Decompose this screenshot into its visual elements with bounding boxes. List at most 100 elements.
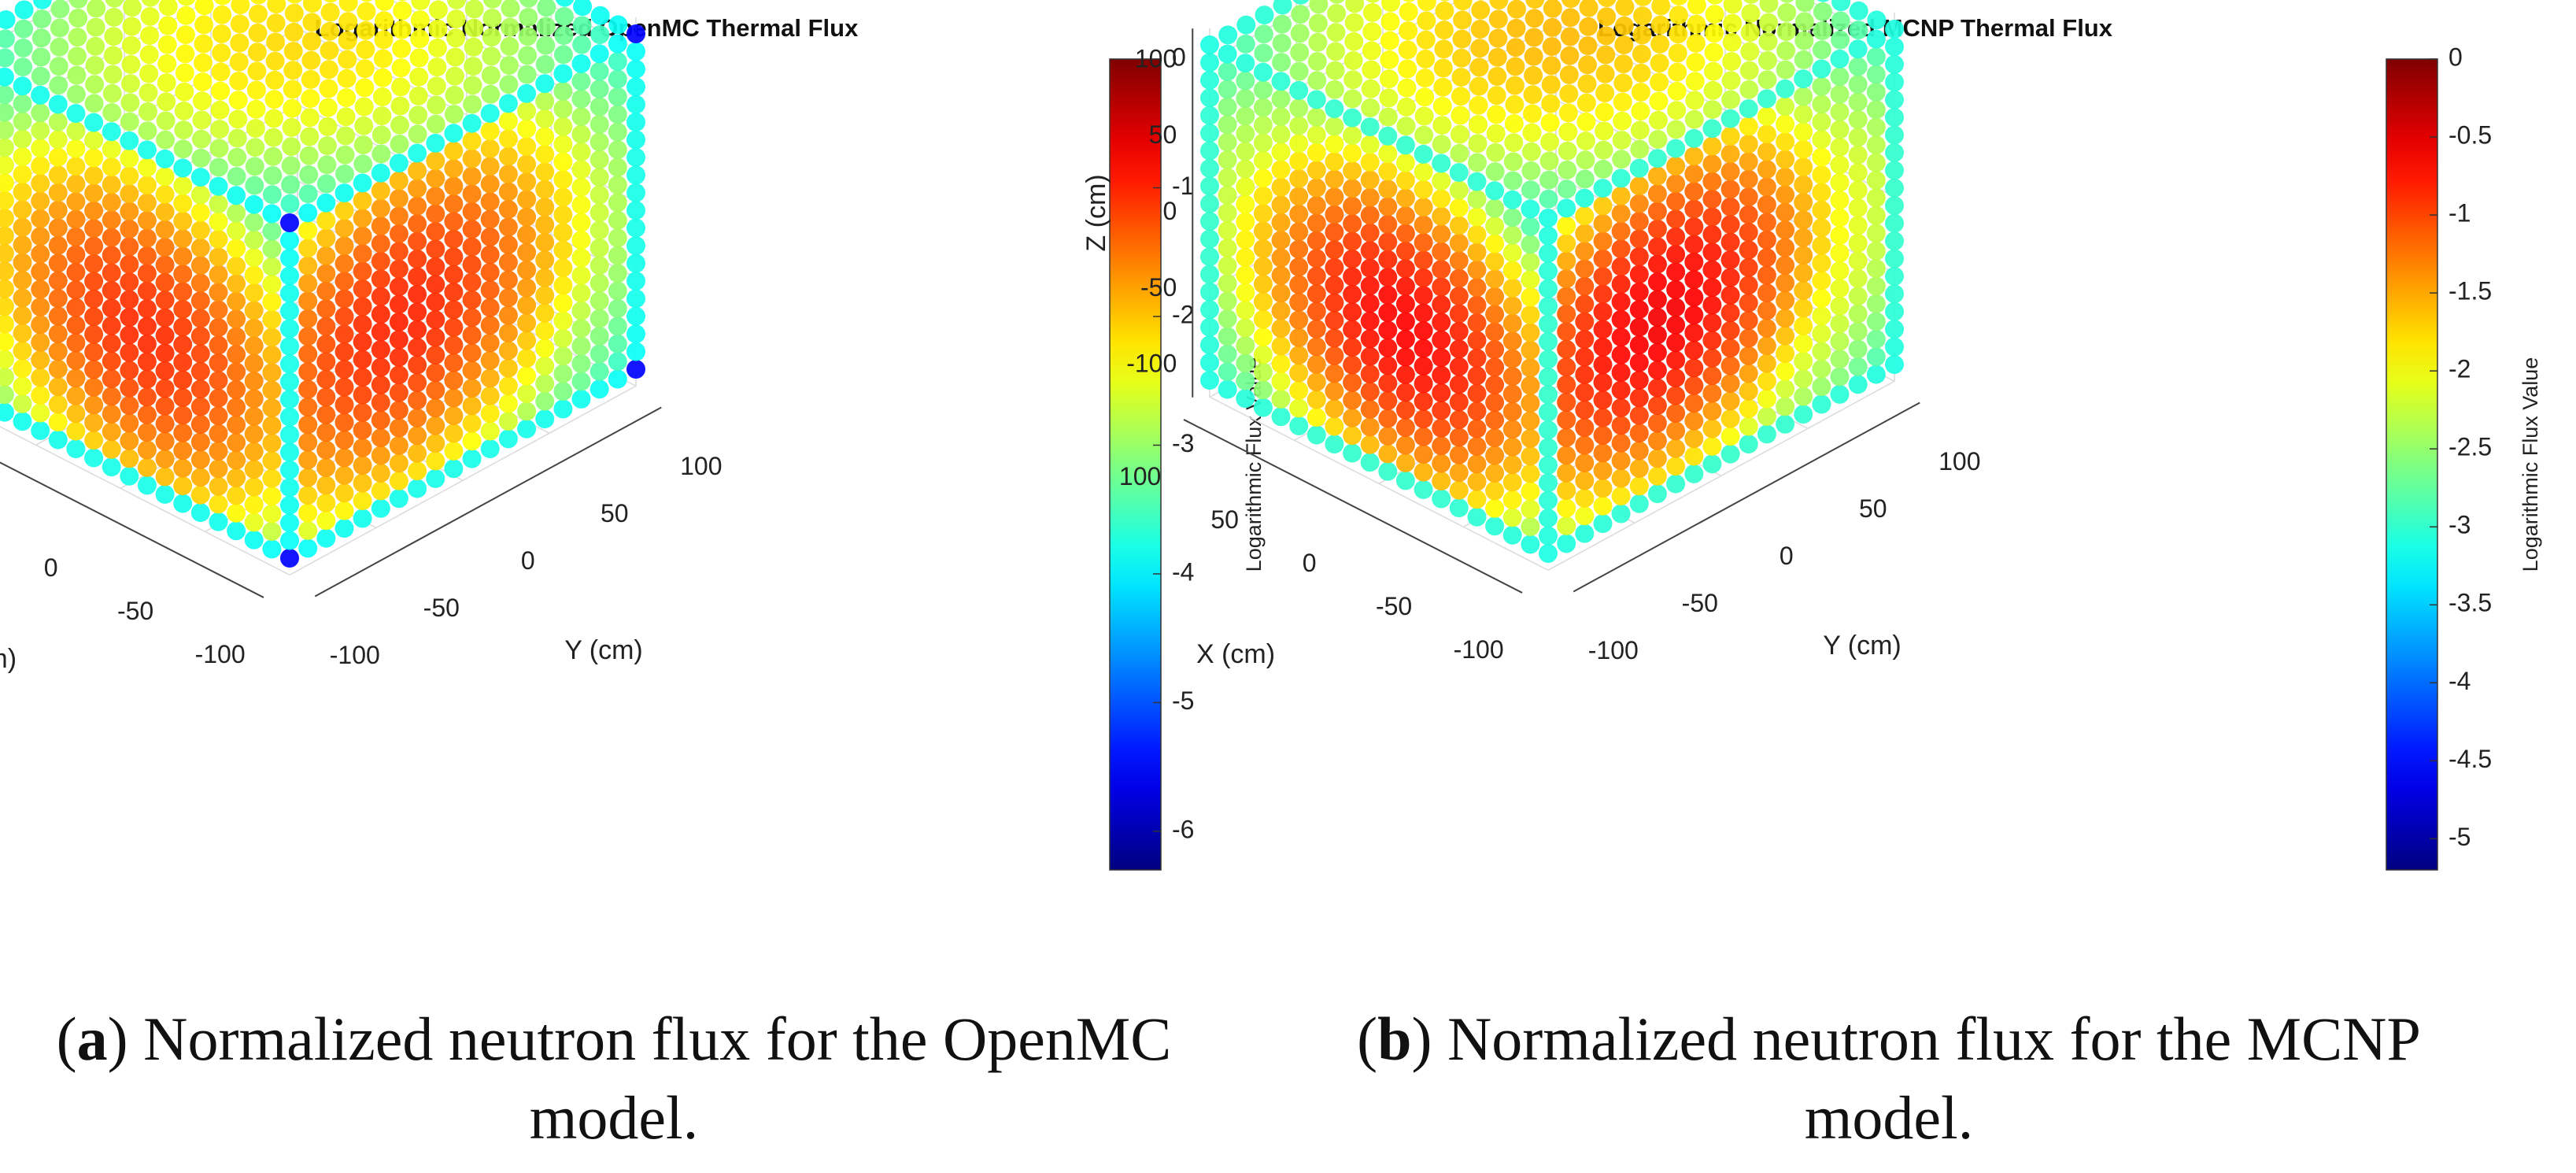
data-point <box>298 291 318 311</box>
data-point <box>244 442 264 461</box>
data-point <box>302 13 322 32</box>
data-point <box>1830 331 1850 351</box>
data-point <box>280 194 300 213</box>
data-point <box>1306 302 1326 321</box>
data-point <box>1541 75 1561 94</box>
data-point <box>1378 391 1398 411</box>
data-point <box>1885 20 1904 39</box>
data-point <box>1812 200 1831 220</box>
data-point <box>498 358 518 378</box>
data-point <box>1631 83 1650 102</box>
data-point <box>426 398 445 418</box>
data-point <box>1794 105 1813 124</box>
data-point <box>589 97 609 117</box>
data-point <box>209 318 228 338</box>
data-point <box>1343 143 1362 163</box>
data-point <box>571 372 591 391</box>
colorbar-tick-label: -4 <box>2448 667 2471 695</box>
data-point <box>1632 44 1651 64</box>
data-point <box>155 202 175 222</box>
data-point <box>1776 202 1795 222</box>
data-point <box>428 19 448 39</box>
data-point <box>426 434 445 453</box>
data-point <box>571 177 591 197</box>
data-point <box>408 214 427 234</box>
data-point <box>462 308 482 327</box>
data-point <box>1521 199 1540 219</box>
data-point <box>190 450 210 469</box>
data-point <box>1629 370 1649 390</box>
data-point <box>1360 276 1380 295</box>
data-point <box>298 538 318 558</box>
data-point <box>191 148 211 168</box>
data-point <box>190 397 210 416</box>
data-point <box>1469 95 1488 115</box>
data-point <box>626 201 645 220</box>
data-point <box>139 64 159 83</box>
data-point <box>1739 311 1758 331</box>
data-point <box>1543 0 1562 18</box>
data-point <box>1647 361 1667 380</box>
data-point <box>1885 249 1904 268</box>
data-point <box>1360 294 1380 313</box>
data-point <box>173 265 193 284</box>
data-point <box>32 9 52 29</box>
data-point <box>1594 159 1613 179</box>
data-point <box>173 158 193 178</box>
data-point <box>498 217 518 237</box>
data-point <box>227 398 246 417</box>
data-point <box>555 0 575 7</box>
panel-openmc: Logarithmic Normalized OpenMC Thermal Fl… <box>0 0 1266 871</box>
data-point <box>335 164 354 183</box>
data-point <box>334 253 354 273</box>
data-point <box>120 74 140 94</box>
data-point <box>517 419 537 438</box>
data-point <box>517 207 537 227</box>
data-point <box>608 352 627 372</box>
data-point <box>1776 150 1795 169</box>
data-point <box>1848 109 1868 129</box>
data-point <box>84 165 104 185</box>
data-point <box>84 413 104 432</box>
data-point <box>356 40 375 59</box>
data-point <box>1432 224 1451 244</box>
z-tick-label: -50 <box>1140 273 1177 302</box>
data-point <box>1575 435 1595 455</box>
data-point <box>1449 180 1469 200</box>
data-point <box>1706 0 1724 5</box>
data-point <box>353 509 372 528</box>
data-point <box>1720 232 1740 252</box>
data-point <box>608 369 627 389</box>
data-point <box>1613 54 1633 74</box>
data-point <box>334 342 354 361</box>
data-point <box>1253 274 1273 294</box>
data-point <box>1432 453 1451 473</box>
data-point <box>1575 453 1595 473</box>
data-point <box>66 333 86 353</box>
data-point <box>1702 383 1722 403</box>
data-point <box>1812 377 1831 397</box>
data-point <box>0 29 15 49</box>
data-point <box>1557 251 1576 271</box>
data-point <box>1218 379 1237 399</box>
data-point <box>389 383 408 402</box>
data-point <box>1467 260 1487 279</box>
data-point <box>1866 241 1886 261</box>
data-point <box>1344 31 1364 51</box>
data-point <box>1306 354 1326 374</box>
data-point <box>1885 178 1904 198</box>
data-point <box>1449 480 1469 500</box>
data-point <box>1812 165 1831 185</box>
data-point <box>1684 287 1704 307</box>
data-point <box>1757 194 1776 214</box>
data-point <box>1557 498 1576 518</box>
data-point <box>84 183 104 203</box>
data-point <box>1794 87 1813 106</box>
data-point <box>1667 81 1687 101</box>
data-point <box>1326 23 1346 43</box>
data-point <box>1703 80 1723 100</box>
data-point <box>463 76 482 95</box>
data-point <box>102 404 121 424</box>
data-point <box>1557 234 1576 253</box>
data-point <box>137 457 157 477</box>
